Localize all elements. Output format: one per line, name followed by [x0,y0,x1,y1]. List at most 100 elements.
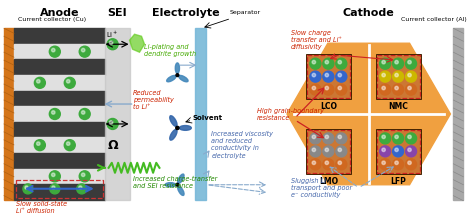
Bar [14,122,105,137]
Text: Current collector (Cu): Current collector (Cu) [18,17,86,22]
Text: LCO: LCO [320,102,337,111]
Circle shape [338,161,342,165]
Text: Slow solid-state
Li⁺ diffusion: Slow solid-state Li⁺ diffusion [16,201,67,214]
Ellipse shape [179,126,191,130]
Circle shape [312,86,316,90]
Circle shape [323,159,334,170]
Circle shape [109,121,113,124]
Text: LFP: LFP [390,177,406,186]
Bar [306,129,351,174]
Circle shape [176,126,179,130]
Circle shape [408,161,411,165]
Text: Electrolyte: Electrolyte [152,8,219,18]
Circle shape [310,159,321,170]
Text: Slow charge
transfer and Li⁺
diffusivity: Slow charge transfer and Li⁺ diffusivity [291,30,342,50]
Circle shape [336,159,347,170]
Circle shape [109,41,113,44]
Text: Anode: Anode [40,8,80,18]
Circle shape [325,86,328,90]
Bar [14,184,105,200]
Text: High grain-boundary
resistance: High grain-boundary resistance [257,108,324,122]
Circle shape [323,133,334,144]
Circle shape [380,58,391,69]
Circle shape [408,73,411,77]
Bar [377,130,419,173]
Circle shape [408,148,411,152]
Circle shape [310,84,321,95]
Circle shape [52,186,55,189]
Polygon shape [129,34,145,52]
Circle shape [392,133,403,144]
Circle shape [338,148,342,152]
Ellipse shape [178,186,184,195]
Text: Increased viscosity
and reduced
conductivity in
electrolyte: Increased viscosity and reduced conducti… [211,131,273,159]
Text: Reduced
permeability
to Li⁺: Reduced permeability to Li⁺ [133,90,173,110]
Circle shape [395,60,398,64]
Circle shape [325,135,328,139]
Circle shape [406,71,417,82]
Bar [307,55,350,98]
Circle shape [338,86,342,90]
Ellipse shape [165,183,176,187]
Circle shape [380,71,391,82]
Circle shape [82,173,85,177]
Bar [307,55,350,98]
Circle shape [36,80,40,83]
Bar [14,75,105,91]
Circle shape [380,133,391,144]
Circle shape [49,109,60,120]
Circle shape [406,159,417,170]
Circle shape [408,60,411,64]
Circle shape [310,71,321,82]
Bar [14,169,105,184]
Polygon shape [287,43,450,185]
Text: Cathode: Cathode [343,8,394,18]
Circle shape [312,161,316,165]
Circle shape [380,84,391,95]
Circle shape [312,135,316,139]
Bar [16,180,103,198]
Circle shape [338,60,342,64]
Circle shape [392,146,403,157]
Circle shape [325,161,328,165]
Circle shape [336,71,347,82]
Bar [376,54,420,99]
Circle shape [82,48,85,52]
Circle shape [35,140,46,151]
Ellipse shape [175,63,180,73]
Circle shape [323,71,334,82]
Circle shape [82,111,85,114]
Circle shape [52,111,55,114]
Circle shape [382,60,385,64]
Circle shape [406,133,417,144]
Circle shape [310,146,321,157]
Text: Solvent: Solvent [192,115,222,121]
Circle shape [23,184,33,194]
Circle shape [25,186,28,189]
Circle shape [392,58,403,69]
Circle shape [395,135,398,139]
Circle shape [382,135,385,139]
Bar [195,28,206,200]
Circle shape [408,135,411,139]
Circle shape [64,140,75,151]
Bar [105,28,129,200]
Circle shape [312,148,316,152]
Circle shape [336,146,347,157]
Bar [454,28,464,200]
Circle shape [35,77,46,88]
Circle shape [310,58,321,69]
Bar [377,55,419,98]
Circle shape [66,142,70,145]
Circle shape [325,60,328,64]
Circle shape [323,58,334,69]
Circle shape [64,77,75,88]
Circle shape [336,133,347,144]
Circle shape [406,146,417,157]
Text: Li$^+$: Li$^+$ [106,30,119,40]
Circle shape [107,118,118,129]
Bar [4,28,14,200]
Circle shape [49,171,60,182]
Circle shape [408,86,411,90]
Circle shape [338,73,342,77]
